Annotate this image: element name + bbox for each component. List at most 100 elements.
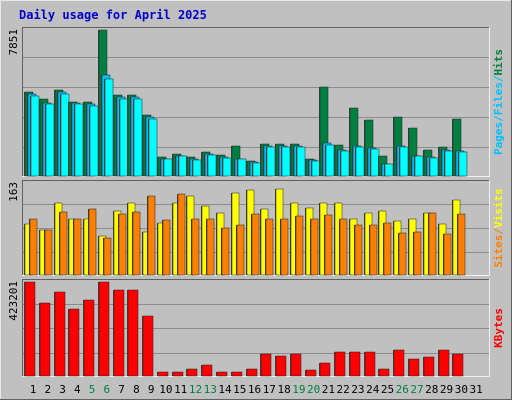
bar-sites-day-22 (339, 218, 348, 276)
bar-kbytes-day-30 (452, 353, 464, 377)
bar-shadow (189, 159, 190, 176)
bar-kbytes-day-5 (83, 299, 95, 377)
x-tick-label: 26 (396, 383, 409, 396)
x-tick-label: 21 (322, 383, 335, 396)
bar-shadow (44, 230, 45, 275)
bar-shadow (24, 282, 25, 376)
bar-shadow (231, 372, 232, 376)
bar-shadow (186, 157, 187, 176)
bar-kbytes-day-3 (54, 291, 66, 377)
bar-sites-day-26 (398, 232, 407, 276)
bar-shadow (24, 224, 25, 275)
bar-kbytes-day-27 (408, 358, 420, 377)
bar-sites-day-5 (88, 208, 97, 276)
bar-shadow (157, 223, 158, 275)
bar-sites-day-16 (251, 213, 260, 276)
bar-shadow (324, 215, 325, 275)
bar-shadow (237, 159, 238, 176)
bar-shadow (275, 144, 276, 176)
bar-shadow (393, 221, 394, 275)
bar-shadow (71, 103, 72, 176)
bar-kbytes-day-13 (201, 364, 213, 377)
bar-shadow (305, 159, 306, 176)
bar-shadow (172, 372, 173, 376)
bar-pages-day-22 (340, 150, 350, 177)
bar-shadow (163, 159, 164, 176)
bar-shadow (266, 147, 267, 176)
bar-shadow (370, 149, 371, 176)
bar-pages-day-15 (237, 158, 247, 177)
x-tick-label: 6 (104, 383, 111, 396)
bar-kbytes-day-29 (438, 349, 450, 377)
bar-shadow (113, 95, 114, 176)
bar-shadow (458, 152, 459, 176)
bar-pages-day-9 (148, 118, 158, 177)
bar-shadow (452, 354, 453, 376)
bar-pages-day-3 (60, 93, 70, 177)
bar-shadow (378, 211, 379, 275)
bar-kbytes-day-24 (364, 351, 376, 377)
bar-shadow (104, 79, 105, 176)
bar-shadow (319, 363, 320, 376)
bar-sites-day-19 (295, 215, 304, 276)
x-tick-label: 25 (381, 383, 394, 396)
bar-sites-day-29 (443, 233, 452, 276)
bar-shadow (311, 161, 312, 176)
bar-shadow (275, 356, 276, 376)
bar-pages-day-6 (104, 78, 114, 177)
bar-shadow (231, 193, 232, 275)
bar-shadow (127, 95, 128, 176)
x-tick-label: 3 (59, 383, 66, 396)
bar-shadow (369, 225, 370, 275)
right-label-part: / (492, 75, 505, 82)
bar-sites-day-18 (280, 218, 289, 276)
bar-shadow (157, 157, 158, 176)
bar-kbytes-day-18 (275, 355, 287, 377)
x-tick-label: 23 (351, 383, 364, 396)
bar-shadow (290, 354, 291, 376)
bar-shadow (367, 148, 368, 176)
bar-sites-day-6 (103, 237, 112, 276)
bar-shadow (305, 370, 306, 376)
bar-shadow (260, 209, 261, 275)
x-tick-label: 14 (218, 383, 232, 396)
bar-shadow (103, 238, 104, 275)
bar-shadow (206, 219, 207, 275)
x-tick-label: 13 (204, 383, 217, 396)
bar-shadow (396, 146, 397, 176)
bar-shadow (147, 196, 148, 275)
bar-shadow (54, 292, 55, 376)
bar-shadow (98, 282, 99, 376)
bar-sites-day-30 (457, 213, 466, 276)
bar-shadow (186, 196, 187, 275)
bar-shadow (443, 234, 444, 275)
x-tick-label: 17 (263, 383, 276, 396)
bar-shadow (74, 104, 75, 176)
x-tick-label: 8 (133, 383, 140, 396)
bar-sites-day-17 (265, 218, 274, 276)
right-label-part: / (492, 115, 505, 122)
bar-shadow (308, 160, 309, 176)
bar-shadow (393, 350, 394, 376)
bar-shadow (42, 103, 43, 176)
bar-shadow (354, 225, 355, 275)
bar-pages-day-10 (163, 158, 173, 177)
bar-shadow (57, 92, 58, 176)
bar-shadow (175, 156, 176, 176)
bar-shadow (30, 96, 31, 176)
bar-shadow (322, 143, 323, 176)
bar-shadow (340, 151, 341, 176)
bar-kbytes-day-2 (39, 302, 51, 377)
right-label-part: Pages (492, 122, 505, 155)
bar-shadow (364, 352, 365, 376)
bar-shadow (113, 290, 114, 376)
bar-shadow (39, 303, 40, 376)
bar-kbytes-day-15 (231, 371, 243, 377)
bar-shadow (192, 160, 193, 176)
x-tick-label: 24 (366, 383, 380, 396)
bar-kbytes-day-4 (68, 308, 80, 377)
bar-shadow (305, 208, 306, 275)
bar-shadow (59, 212, 60, 275)
bar-shadow (408, 219, 409, 275)
